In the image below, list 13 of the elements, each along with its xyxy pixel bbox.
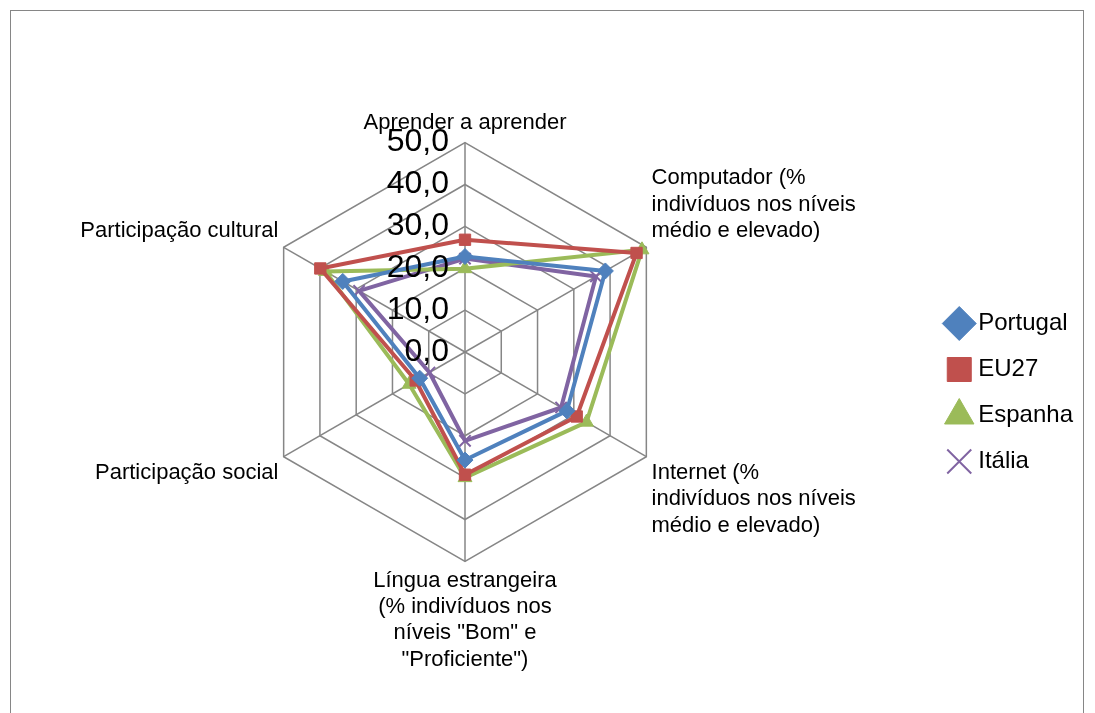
legend-label: Portugal (978, 308, 1068, 336)
legend-label: Itália (978, 446, 1030, 474)
y-tick-label: 30,0 (386, 206, 449, 243)
y-tick-label: 10,0 (386, 289, 449, 326)
spoke-label: Língua estrangeira (% indivíduos nos níveis "Bom" e "Proficiente") (373, 566, 558, 671)
spoke-label: Participação cultural (80, 217, 279, 243)
y-tick-label: 40,0 (386, 164, 449, 201)
spoke-label: Computador (% indivíduos nos níveis médio e elevado) (651, 164, 856, 243)
legend-label: EU27 (978, 354, 1039, 382)
legend-label: Espanha (978, 400, 1074, 428)
spoke-label: Participação social (95, 458, 279, 484)
y-tick-label: 20,0 (386, 248, 449, 285)
spoke-label: Internet (% indivíduos nos níveis médio e elevado) (651, 458, 856, 537)
